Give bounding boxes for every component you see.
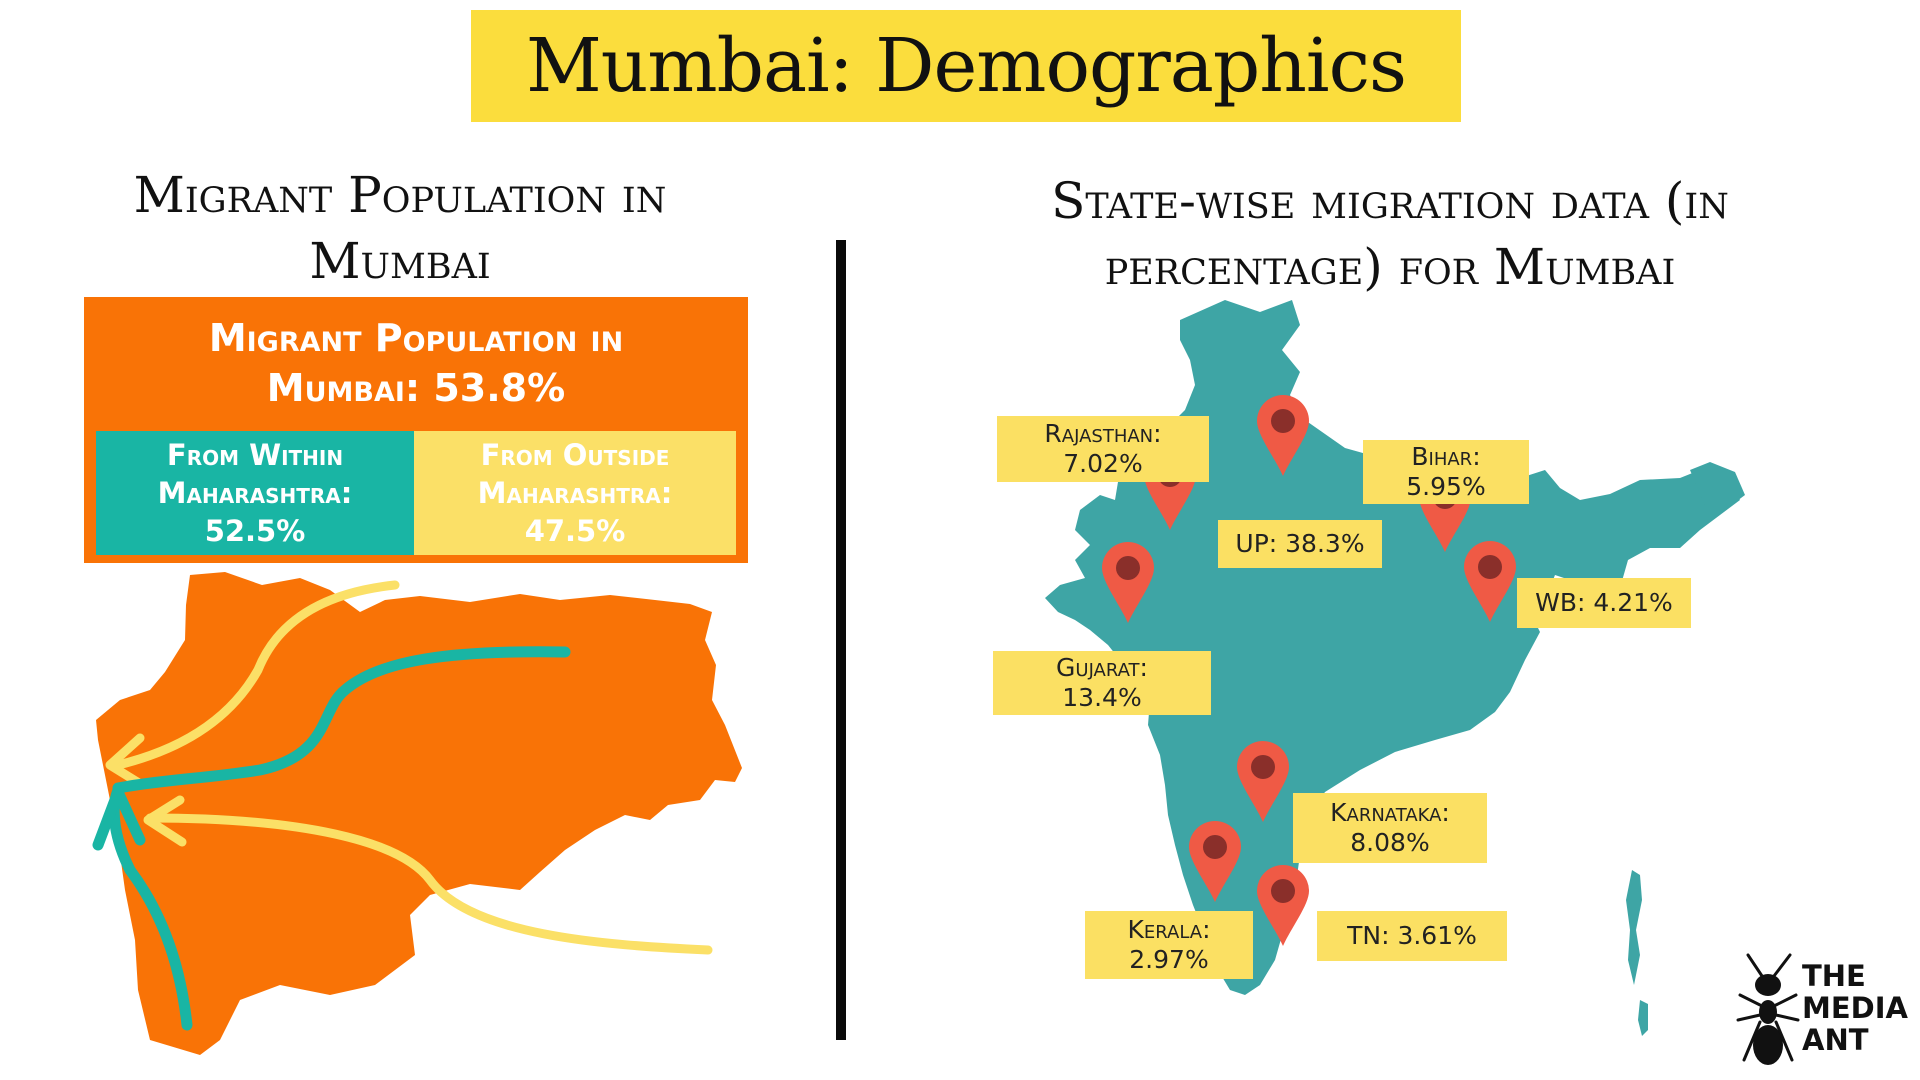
- outside-arrowhead-north: [105, 733, 147, 790]
- pin-gujarat: [1102, 542, 1154, 623]
- summary-title-line1: Migrant Population in: [208, 316, 624, 360]
- within-line2: Maharashtra:: [157, 476, 353, 510]
- kerala-value: 2.97%: [1129, 945, 1209, 974]
- logo-line1: THE: [1802, 959, 1866, 993]
- label-karnataka: Karnataka: 8.08%: [1293, 793, 1487, 863]
- left-heading-line1: Migrant Population in: [133, 166, 667, 224]
- within-line1: From Within: [166, 438, 344, 472]
- media-ant-logo-text: THE MEDIA ANT: [1802, 960, 1908, 1056]
- logo-line3: ANT: [1802, 1023, 1869, 1057]
- label-rajasthan: Rajasthan: 7.02%: [997, 416, 1209, 482]
- bihar-name: Bihar:: [1411, 442, 1481, 471]
- migrant-summary-box: Migrant Population in Mumbai: 53.8% From…: [84, 297, 748, 563]
- outside-maharashtra-box: From Outside Maharashtra: 47.5%: [414, 431, 736, 555]
- pin-tn: [1257, 865, 1309, 946]
- within-maharashtra-box: From Within Maharashtra: 52.5%: [96, 431, 414, 555]
- andaman-islands: [1626, 870, 1642, 985]
- migrant-summary-title: Migrant Population in Mumbai: 53.8%: [84, 313, 748, 413]
- wb-name: WB: 4.21%: [1535, 588, 1673, 617]
- tn-name: TN: 3.61%: [1347, 921, 1477, 950]
- within-value: 52.5%: [204, 514, 306, 548]
- maharashtra-shape: [96, 572, 742, 1055]
- label-up: UP: 38.3%: [1218, 520, 1382, 568]
- andaman-islands-south: [1638, 1000, 1648, 1036]
- india-northeast: [1690, 462, 1745, 510]
- rajasthan-name: Rajasthan:: [1044, 419, 1162, 448]
- outside-arrow-south: [145, 813, 713, 955]
- right-section-heading: State-wise migration data (in percentage…: [890, 168, 1890, 300]
- label-gujarat: Gujarat: 13.4%: [993, 651, 1211, 715]
- gujarat-value: 13.4%: [1062, 683, 1142, 712]
- bihar-value: 5.95%: [1406, 472, 1486, 501]
- within-arrow-east: [112, 646, 571, 794]
- pin-up: [1257, 395, 1309, 476]
- title-banner: Mumbai: Demographics: [471, 10, 1461, 122]
- outside-value: 47.5%: [524, 514, 626, 548]
- logo-line2: MEDIA: [1802, 991, 1908, 1025]
- right-heading-line1: State-wise migration data (in: [1051, 172, 1729, 230]
- summary-title-line2: Mumbai: 53.8%: [266, 366, 566, 410]
- pin-kerala: [1189, 821, 1241, 902]
- india-shape: [1045, 300, 1740, 995]
- up-name: UP: 38.3%: [1235, 529, 1365, 558]
- label-wb: WB: 4.21%: [1517, 578, 1691, 628]
- left-section-heading: Migrant Population in Mumbai: [20, 162, 780, 294]
- right-heading-line2: percentage) for Mumbai: [1104, 238, 1676, 296]
- label-bihar: Bihar: 5.95%: [1363, 440, 1529, 504]
- left-heading-line2: Mumbai: [309, 232, 491, 290]
- outside-arrowhead-south: [143, 795, 187, 847]
- vertical-divider: [836, 240, 846, 1040]
- outside-arrow-north: [113, 580, 400, 770]
- pin-wb: [1464, 541, 1516, 622]
- karnataka-name: Karnataka:: [1330, 798, 1450, 827]
- karnataka-value: 8.08%: [1350, 828, 1430, 857]
- rajasthan-value: 7.02%: [1063, 449, 1143, 478]
- label-kerala: Kerala: 2.97%: [1085, 911, 1253, 979]
- pin-karnataka: [1237, 741, 1289, 822]
- outside-line2: Maharashtra:: [477, 476, 673, 510]
- label-tn: TN: 3.61%: [1317, 911, 1507, 961]
- page-title: Mumbai: Demographics: [525, 23, 1407, 109]
- outside-line1: From Outside: [480, 438, 670, 472]
- gujarat-name: Gujarat:: [1056, 653, 1148, 682]
- within-arrowhead: [92, 786, 146, 851]
- kerala-name: Kerala:: [1127, 915, 1211, 944]
